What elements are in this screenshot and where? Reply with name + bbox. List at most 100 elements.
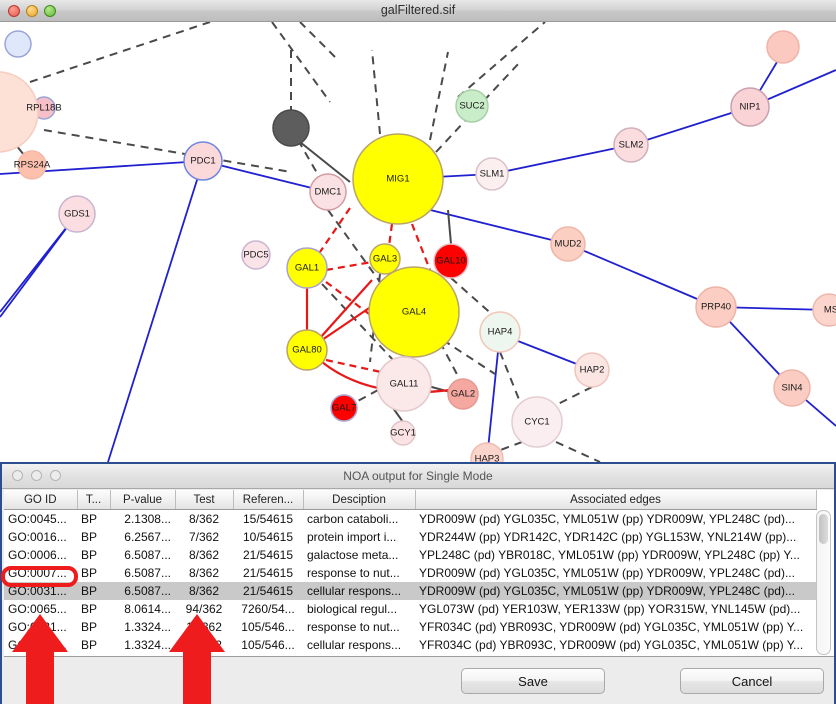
graph-node-ms[interactable]	[812, 293, 836, 327]
cell-reference: 7260/54...	[241, 602, 295, 616]
table-row[interactable]: GO:0065... BP 8.0614... 94/362 7260/54... bio…	[4, 600, 816, 618]
cell-go-id: GO:0065...	[8, 602, 67, 616]
column-header-description[interactable]: Desciption	[303, 490, 416, 510]
cell-description: biological regul...	[307, 602, 398, 616]
graph-node-grey[interactable]	[272, 109, 310, 147]
column-header-go-id[interactable]: GO ID	[4, 490, 78, 510]
cell-pvalue: 6.5087...	[124, 566, 171, 580]
cell-associated-edges: YDR009W (pd) YGL035C, YML051W (pp) YDR00…	[419, 566, 795, 580]
cell-test: 8/362	[188, 566, 220, 580]
graph-node-slm1[interactable]	[475, 157, 509, 191]
graph-node-label: MUD2	[555, 239, 582, 250]
graph-node-label: HAP4	[488, 327, 513, 338]
graph-node-sin4[interactable]	[773, 369, 811, 407]
table-row[interactable]: GO:0006... BP 6.5087... 8/362 21/54615 galact…	[4, 546, 816, 564]
graph-node-label: DMC1	[315, 187, 342, 198]
cell-associated-edges: YDR244W (pp) YDR142C, YDR142C (pp) YGL15…	[419, 530, 797, 544]
table-row[interactable]: GO:0031... BP 1.3324... 11/362 105/546... res…	[4, 618, 816, 636]
table-row[interactable]: GO:0031... BP 1.3324... 11/362 105/546... cel…	[4, 636, 816, 654]
cell-associated-edges: YDR009W (pd) YGL035C, YML051W (pp) YDR00…	[415, 582, 816, 600]
maximize-icon[interactable]	[44, 5, 56, 17]
graph-node-gcy1[interactable]	[390, 420, 416, 446]
graph-node-dmc1[interactable]	[309, 173, 347, 211]
graph-node-label: PDC1	[190, 156, 215, 167]
table-row[interactable]: GO:0016... BP 6.2567... 7/362 10/54615 protei…	[4, 528, 816, 546]
cell-associated-edges: YPL248C (pd) YBR018C, YML051W (pp) YDR00…	[419, 548, 800, 562]
cell-description: regulation of bi...	[303, 654, 415, 656]
graph-node-gal7[interactable]	[330, 394, 358, 422]
graph-node-suc2[interactable]	[455, 89, 489, 123]
column-header-type[interactable]: T...	[77, 490, 111, 510]
graph-node-label: SUC2	[459, 101, 484, 112]
graph-node-gds1[interactable]	[58, 195, 96, 233]
graph-node-label: SIN4	[781, 383, 802, 394]
graph-node-hap3[interactable]	[470, 442, 504, 462]
graph-node-cyc1[interactable]	[511, 396, 563, 448]
graph-node-label: GAL4	[402, 307, 426, 318]
graph-node-topright[interactable]	[766, 30, 800, 64]
table-row[interactable]: GO:0007... BP 6.5087... 8/362 21/54615 respon…	[4, 564, 816, 582]
cell-test: 7/362	[188, 530, 220, 544]
graph-node-label: RPL18B	[26, 103, 61, 114]
cell-pvalue: 6.2567...	[124, 530, 171, 544]
cell-go-id: GO:0031...	[8, 638, 67, 652]
window-title: galFiltered.sif	[380, 3, 456, 17]
graph-node-gal3[interactable]	[369, 243, 401, 275]
table-row[interactable]: GO:0050...BP1.428E...80/3625778/54...reg…	[4, 654, 816, 656]
graph-node-gal4[interactable]	[368, 266, 460, 358]
table-row[interactable]: GO:0031... BP 6.5087... 8/362 21/54615 cellul…	[4, 582, 816, 600]
graph-node-bigleft[interactable]	[0, 71, 39, 153]
graph-node-label: SLM2	[619, 140, 644, 151]
column-header-pvalue[interactable]: P-value	[110, 490, 176, 510]
cell-reference: 10/54615	[242, 530, 294, 544]
dialog-button-bar: Save Cancel	[2, 660, 834, 704]
cell-go-id: GO:0006...	[8, 548, 67, 562]
graph-node-label: CYC1	[524, 417, 549, 428]
graph-node-gal80[interactable]	[286, 329, 328, 371]
cell-type: BP	[81, 566, 98, 580]
graph-node-slm2[interactable]	[613, 127, 649, 163]
column-header-test[interactable]: Test	[175, 490, 234, 510]
noa-close-icon[interactable]	[12, 470, 23, 481]
noa-maximize-icon[interactable]	[50, 470, 61, 481]
cell-go-id: GO:0007...	[8, 566, 67, 580]
column-header-reference[interactable]: Referen...	[233, 490, 304, 510]
noa-minimize-icon[interactable]	[31, 470, 42, 481]
graph-node-gal2[interactable]	[447, 378, 479, 410]
close-icon[interactable]	[8, 5, 20, 17]
save-button[interactable]: Save	[461, 668, 605, 694]
cell-associated-edges: YGL073W (pd) YER103W, YER133W (pp) YOR31…	[419, 602, 801, 616]
graph-node-mig1[interactable]	[352, 133, 444, 225]
window-controls	[8, 5, 56, 17]
go-results-table-container[interactable]: GO ID T... P-value Test Referen... Desci…	[4, 490, 834, 657]
graph-node-pdc1[interactable]	[183, 141, 223, 181]
graph-node-hap4[interactable]	[479, 311, 521, 353]
cell-type: BP	[81, 548, 98, 562]
cell-go-id: GO:0045...	[8, 512, 67, 526]
graph-node-rps24a[interactable]	[17, 150, 47, 180]
cell-associated-edges: YFR034C (pd) YBR093C, YDR009W (pd) YGL03…	[419, 638, 804, 652]
graph-node-topleft[interactable]	[4, 30, 32, 58]
graph-node-gal1[interactable]	[286, 247, 328, 289]
graph-node-prp40[interactable]	[695, 286, 737, 328]
graph-node-label: SLM1	[480, 169, 505, 180]
cell-pvalue: 2.1308...	[124, 512, 171, 526]
table-row[interactable]: GO:0045... BP 2.1308... 8/362 15/54615 carbon…	[4, 510, 816, 529]
graph-node-nip1[interactable]	[730, 87, 770, 127]
network-graph-canvas[interactable]: RPL18B RPS24A GDS1 PDC1 PDC5 DMC1 MIG1 SUC2 SLM1…	[0, 22, 836, 462]
scrollbar-thumb[interactable]	[819, 514, 828, 544]
graph-node-mud2[interactable]	[550, 226, 586, 262]
cancel-button[interactable]: Cancel	[680, 668, 824, 694]
column-header-associated-edges[interactable]: Associated edges	[415, 490, 817, 510]
cell-type: BP	[77, 654, 110, 656]
graph-node-pdc5[interactable]	[241, 240, 271, 270]
table-vertical-scrollbar[interactable]	[816, 510, 831, 655]
cell-test: 8/362	[175, 582, 233, 600]
graph-node-gal11[interactable]	[376, 356, 432, 412]
noa-dialog-titlebar: NOA output for Single Mode	[2, 464, 834, 489]
graph-node-hap2[interactable]	[574, 352, 610, 388]
cell-pvalue: 6.5087...	[110, 582, 175, 600]
minimize-icon[interactable]	[26, 5, 38, 17]
cell-description: protein import i...	[307, 530, 397, 544]
graph-node-gal10[interactable]	[433, 243, 469, 279]
